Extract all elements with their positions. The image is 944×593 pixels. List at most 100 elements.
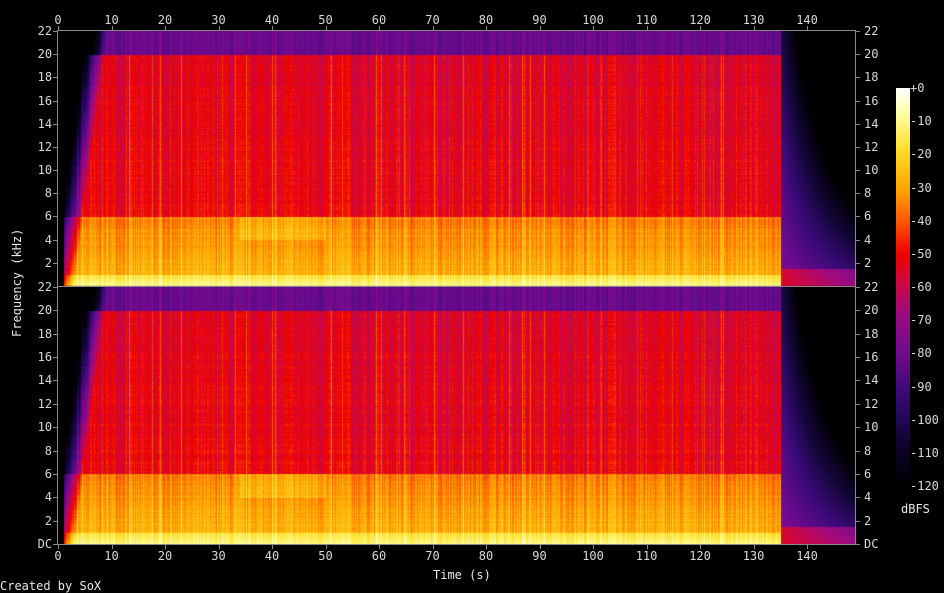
y-tick-label-left: 10 (37, 420, 53, 435)
colorbar-tick-label: -70 (910, 313, 932, 328)
x-tick-label-bottom: 30 (211, 549, 226, 563)
y-tick-label-left: 22 (37, 280, 53, 294)
x-tick-label-top: 50 (318, 13, 333, 27)
y-tick-mark (856, 520, 860, 522)
y-tick-label-left: 22 (37, 24, 53, 38)
y-tick-mark (856, 54, 860, 56)
x-tick-label-bottom: 110 (635, 549, 658, 563)
y-tick-mark (856, 216, 860, 218)
colorbar-tick-label: -80 (910, 346, 932, 361)
y-tick-mark (53, 287, 57, 288)
y-tick-label-right: 18 (864, 326, 879, 341)
y-tick-label-left: 2 (44, 513, 53, 528)
x-tick-label-top: 100 (582, 13, 604, 27)
x-tick-mark (593, 545, 594, 549)
y-tick-mark (856, 170, 860, 172)
y-tick-label-right: 14 (864, 116, 879, 131)
y-tick-label-right: 8 (864, 186, 872, 201)
y-tick-mark (856, 357, 860, 359)
x-tick-label-bottom: 120 (689, 549, 711, 563)
x-tick-mark (58, 26, 59, 30)
y-tick-mark (856, 544, 860, 545)
y-tick-mark (856, 239, 860, 241)
y-tick-mark (53, 216, 57, 218)
y-tick-label-right: 2 (864, 255, 872, 270)
x-tick-mark (111, 26, 113, 30)
y-tick-label-left: 20 (37, 47, 53, 62)
x-tick-label-top: 20 (157, 13, 173, 27)
y-tick-label-left: 14 (37, 373, 53, 388)
x-tick-label-top: 90 (532, 13, 547, 27)
x-tick-mark (379, 26, 380, 30)
x-tick-label-bottom: 40 (264, 549, 280, 563)
y-tick-mark (856, 450, 860, 452)
y-tick-label-left: 14 (37, 116, 53, 131)
y-tick-label-left: DC (37, 537, 53, 551)
y-tick-label-right: 2 (864, 513, 872, 528)
x-tick-mark (165, 545, 166, 549)
x-tick-mark (539, 26, 541, 30)
y-tick-label-right: 16 (864, 350, 879, 365)
x-tick-mark (325, 26, 327, 30)
y-tick-mark (53, 403, 57, 405)
y-tick-label-left: 10 (37, 163, 53, 178)
y-tick-label-right: 22 (864, 24, 879, 38)
y-tick-mark (856, 310, 860, 312)
plot-frame-top-channel (57, 30, 856, 287)
y-tick-mark (856, 77, 860, 79)
colorbar-tick-label: -50 (910, 246, 932, 261)
y-tick-label-right: 22 (864, 280, 879, 294)
colorbar-tick-label: -60 (910, 280, 932, 294)
x-tick-mark (807, 545, 808, 549)
colorbar-tick-label: -100 (910, 412, 939, 427)
y-tick-label-left: 2 (44, 255, 53, 270)
y-tick-mark (53, 31, 57, 32)
x-tick-label-bottom: 140 (796, 549, 818, 563)
x-tick-mark (218, 26, 220, 30)
x-tick-label-bottom: 20 (157, 549, 173, 563)
y-tick-label-right: 6 (864, 466, 872, 481)
y-tick-label-right: 12 (864, 396, 879, 411)
x-tick-label-top: 70 (425, 13, 440, 27)
x-tick-label-top: 140 (796, 13, 818, 27)
x-tick-label-top: 120 (689, 13, 711, 27)
y-tick-mark (856, 427, 860, 429)
y-tick-label-right: 4 (864, 490, 872, 505)
y-tick-mark (53, 450, 57, 452)
x-tick-label-bottom: 100 (582, 549, 604, 563)
x-tick-mark (432, 26, 434, 30)
x-tick-mark (646, 26, 648, 30)
colorbar-tick-label: -110 (910, 445, 939, 460)
colorbar-tick-label: -10 (910, 114, 932, 129)
x-tick-mark (58, 545, 59, 549)
x-tick-mark (432, 545, 434, 549)
x-tick-label-top: 80 (478, 13, 494, 27)
y-tick-mark (53, 77, 57, 79)
y-tick-mark (53, 473, 57, 475)
x-tick-label-top: 110 (635, 13, 658, 27)
y-tick-mark (53, 520, 57, 522)
x-tick-label-top: 30 (211, 13, 226, 27)
y-tick-mark (856, 333, 860, 335)
x-tick-mark (486, 545, 487, 549)
colorbar-tick-label: -20 (910, 147, 932, 162)
y-tick-label-right: 8 (864, 443, 872, 458)
y-tick-mark (53, 427, 57, 429)
x-tick-mark (111, 545, 113, 549)
colorbar-tick-label: -120 (910, 479, 939, 493)
y-tick-mark (856, 100, 860, 102)
colorbar-label: dBFS (901, 502, 930, 516)
x-tick-mark (700, 26, 701, 30)
y-tick-label-right: DC (864, 537, 879, 551)
y-tick-mark (856, 123, 860, 125)
x-tick-label-top: 0 (54, 13, 62, 27)
x-tick-label-bottom: 90 (532, 549, 547, 563)
y-tick-mark (53, 310, 57, 312)
colorbar-tick-label: -40 (910, 213, 932, 228)
x-axis-label: Time (s) (433, 568, 491, 582)
x-tick-label-top: 130 (742, 13, 765, 27)
x-tick-mark (486, 26, 487, 30)
x-tick-mark (379, 545, 380, 549)
y-tick-label-left: 20 (37, 303, 53, 318)
y-tick-label-left: 16 (37, 350, 53, 365)
